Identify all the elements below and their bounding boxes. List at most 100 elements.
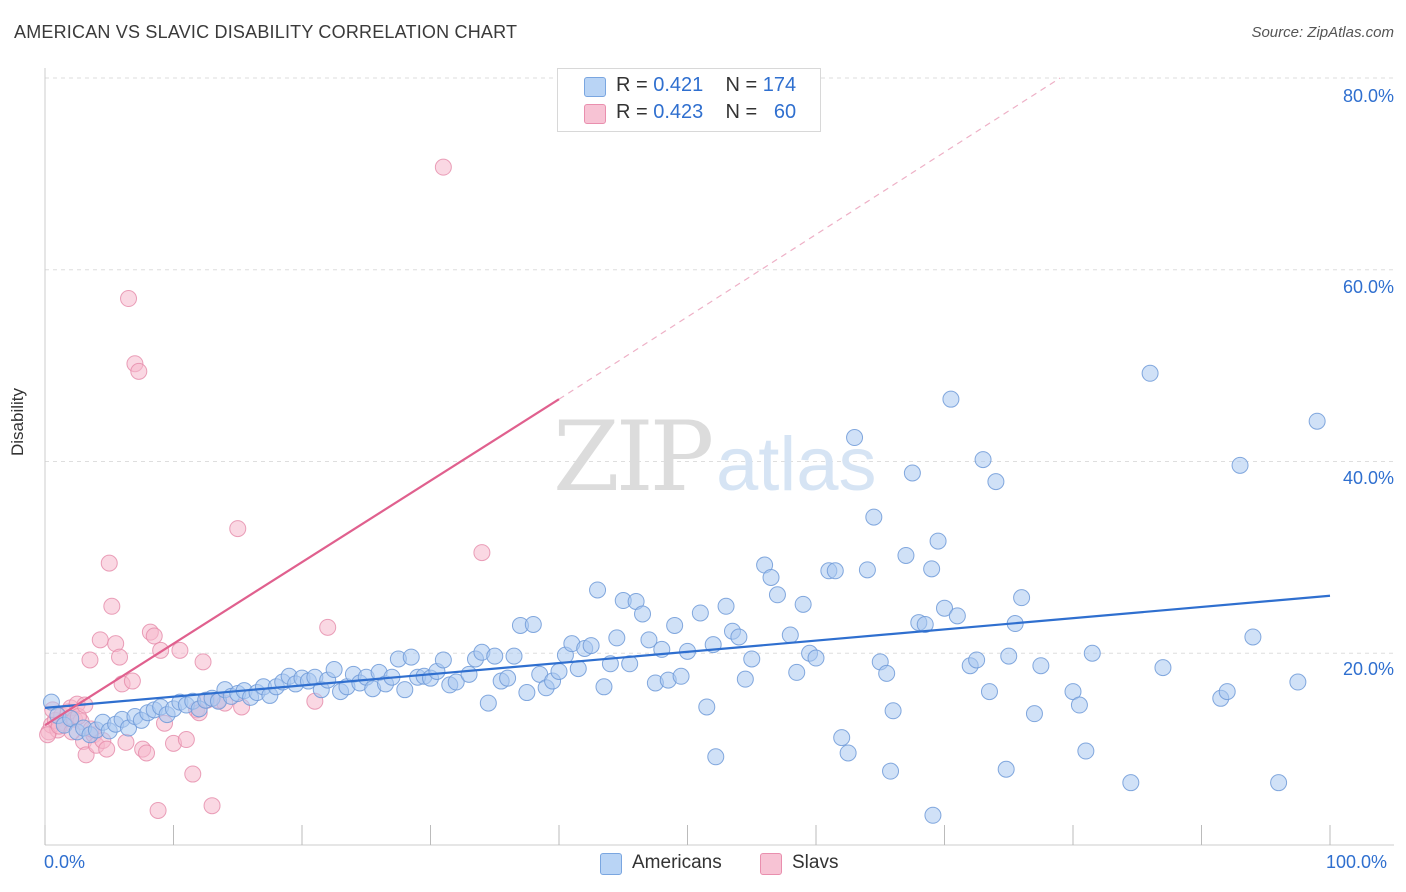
americans-point (794, 595, 812, 613)
americans-point (640, 631, 658, 649)
americans-point (499, 669, 517, 687)
grid-lines (45, 77, 1394, 654)
americans-point (589, 581, 607, 599)
americans-point (698, 698, 716, 716)
americans-point (1083, 644, 1101, 662)
americans-point (1154, 659, 1172, 677)
americans-point (878, 664, 896, 682)
americans-point (1032, 657, 1050, 675)
americans-point (1013, 589, 1031, 607)
slavs-point (81, 651, 99, 669)
slavs-point (103, 597, 121, 615)
americans-point (903, 464, 921, 482)
r-label: R = (616, 74, 648, 96)
chart-title: AMERICAN VS SLAVIC DISABILITY CORRELATIO… (14, 22, 518, 42)
americans-point (833, 729, 851, 747)
americans-point (762, 569, 780, 587)
slavs-point (138, 744, 156, 762)
axes (44, 68, 1394, 846)
americans-point (434, 651, 452, 669)
americans-point (923, 560, 941, 578)
americans-swatch (584, 77, 606, 97)
slavs-points (39, 158, 491, 819)
americans-point (1077, 742, 1095, 760)
americans-point (736, 670, 754, 688)
americans-trend-line (44, 594, 1331, 709)
americans-point (884, 702, 902, 720)
y-axis-label: Disability (8, 387, 27, 456)
americans-point (942, 390, 960, 408)
n-label: N = (725, 74, 758, 96)
americans-point (582, 637, 600, 655)
trend-lines (44, 77, 1331, 727)
americans-point (929, 532, 947, 550)
slavs-point (98, 740, 116, 758)
americans-point (948, 607, 966, 625)
slavs-point (171, 641, 189, 659)
americans-point (1218, 683, 1236, 701)
americans-points (42, 364, 1326, 824)
americans-point (936, 599, 953, 617)
americans-point (325, 661, 343, 679)
slavs-point (473, 544, 491, 562)
americans-point (968, 651, 986, 669)
slavs-trend-line (44, 398, 560, 727)
y-tick-label-60: 60.0% (1342, 277, 1394, 297)
americans-point (781, 626, 799, 644)
y-tick-label-20: 20.0% (1342, 659, 1394, 679)
slavs-point (184, 765, 202, 783)
americans-point (402, 648, 420, 666)
americans-point (768, 586, 786, 604)
americans-point (672, 667, 690, 685)
americans-point (1025, 705, 1043, 723)
americans-point (447, 673, 465, 691)
americans-point (826, 562, 844, 580)
slavs-point (130, 362, 148, 380)
americans-point (608, 629, 626, 647)
americans-point (1122, 774, 1140, 792)
slavs-point (117, 733, 135, 751)
americans-point (846, 429, 864, 447)
n-label: N = (725, 101, 758, 123)
slavs-point (91, 631, 109, 649)
watermark-zip: ZIP (553, 401, 712, 513)
slavs-point (39, 726, 57, 744)
americans-legend-swatch (600, 853, 622, 875)
n-value: 60 (773, 101, 797, 123)
americans-point (788, 663, 806, 681)
americans-point (717, 597, 735, 615)
americans-point (569, 660, 587, 678)
slavs-trend-extension (558, 77, 1061, 400)
americans-point (707, 748, 725, 766)
slavs-point (111, 648, 129, 666)
n-value: 174 (762, 74, 797, 96)
y-tick-label-40: 40.0% (1342, 468, 1394, 488)
slavs-point (194, 653, 212, 671)
source-credit: Source: ZipAtlas.com (1251, 24, 1394, 41)
americans-point (595, 678, 613, 696)
slavs-legend-label: Slavs (792, 852, 839, 873)
americans-point (1000, 647, 1018, 665)
slavs-legend-swatch (760, 853, 782, 875)
r-label: R = (616, 101, 648, 123)
slavs-point (123, 672, 141, 690)
americans-point (550, 662, 568, 680)
americans-point (974, 451, 992, 469)
americans-point (743, 650, 761, 668)
americans-point (479, 694, 497, 712)
x-tick-label-max: 100.0% (1326, 852, 1388, 872)
americans-point (839, 744, 857, 762)
americans-point (691, 604, 709, 622)
americans-point (486, 647, 504, 665)
slavs-swatch (584, 104, 606, 124)
slavs-point (203, 797, 221, 815)
slavs-point (229, 520, 247, 538)
slavs-point (434, 158, 452, 176)
americans-point (1231, 456, 1249, 474)
americans-point (987, 473, 1005, 491)
americans-point (1308, 412, 1326, 430)
slavs-point (319, 618, 337, 636)
americans-point (897, 546, 915, 564)
slavs-point (177, 731, 195, 749)
